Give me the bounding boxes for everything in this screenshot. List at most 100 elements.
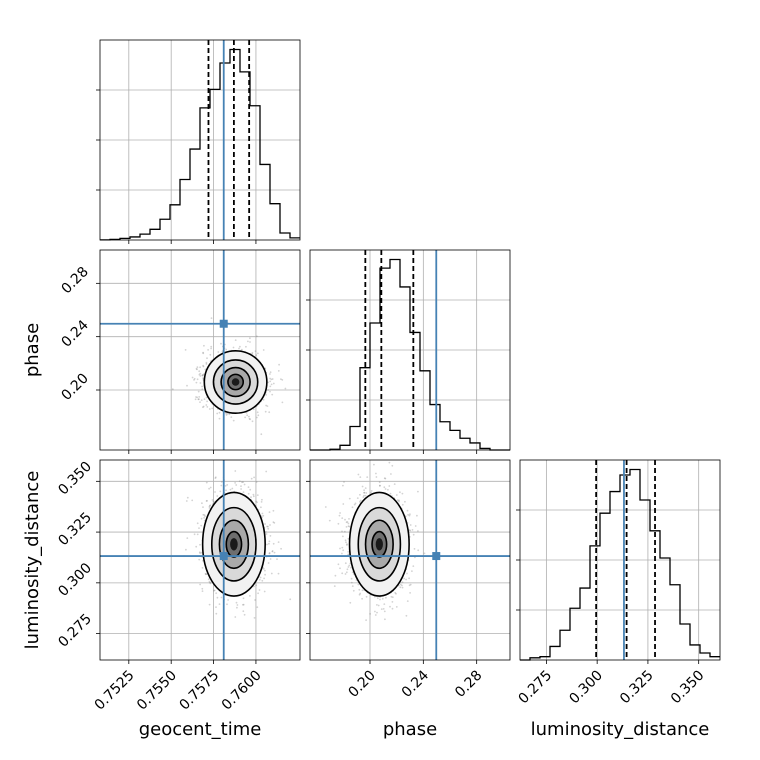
sample-point	[289, 598, 292, 601]
sample-point	[266, 525, 268, 528]
sample-point	[269, 380, 272, 383]
sample-point	[267, 562, 270, 564]
sample-point	[351, 571, 354, 574]
sample-point	[257, 352, 259, 355]
sample-point	[230, 416, 233, 418]
x-axis-label-phase: phase	[383, 719, 437, 740]
sample-point	[390, 595, 393, 598]
luminosity-distance-vs-phase-panel	[306, 457, 511, 664]
sample-point	[250, 477, 253, 480]
sample-point	[200, 399, 203, 401]
sample-point	[252, 495, 255, 498]
sample-point	[388, 461, 391, 464]
sample-point	[202, 506, 204, 508]
sample-point	[377, 604, 380, 607]
panel-background	[310, 460, 510, 660]
sample-point	[359, 499, 362, 502]
sample-point	[369, 613, 371, 615]
density-level	[231, 378, 240, 386]
sample-point	[273, 522, 276, 524]
sample-point	[269, 535, 272, 537]
sample-point	[269, 390, 271, 393]
sample-point	[350, 566, 352, 569]
sample-point	[247, 492, 250, 495]
sample-point	[399, 586, 402, 589]
y-axis-label-phase: phase	[22, 323, 43, 377]
sample-point	[202, 351, 205, 354]
sample-point	[202, 406, 204, 409]
sample-point	[208, 507, 211, 509]
sample-point	[232, 419, 235, 422]
sample-point	[210, 317, 213, 319]
sample-point	[191, 499, 194, 502]
truth-marker	[219, 552, 228, 561]
sample-point	[201, 374, 204, 376]
sample-point	[234, 470, 237, 472]
sample-point	[244, 416, 247, 419]
sample-point	[333, 585, 336, 587]
sample-point	[341, 530, 343, 533]
sample-point	[243, 613, 246, 616]
sample-point	[220, 484, 223, 487]
sample-point	[366, 476, 369, 478]
sample-point	[218, 411, 221, 414]
sample-point	[268, 552, 271, 555]
sample-point	[201, 374, 204, 377]
sample-point	[211, 407, 214, 410]
truth-marker	[219, 319, 228, 328]
sample-point	[202, 513, 205, 516]
sample-point	[343, 481, 345, 483]
sample-point	[195, 367, 198, 370]
sample-point	[256, 416, 258, 419]
sample-point	[218, 417, 221, 420]
sample-point	[254, 599, 256, 601]
sample-point	[376, 611, 378, 614]
y-axis-label-luminosity-distance: luminosity_distance	[22, 471, 43, 650]
x-tick-label-geocent-time: 0.7600	[219, 668, 265, 714]
sample-point	[384, 477, 387, 480]
sample-point	[395, 494, 398, 496]
sample-point	[198, 398, 200, 401]
sample-point	[281, 401, 284, 404]
sample-point	[194, 398, 197, 401]
sample-point	[354, 502, 357, 505]
sample-point	[185, 500, 188, 502]
sample-point	[342, 535, 344, 538]
sample-point	[264, 531, 267, 533]
sample-point	[228, 413, 231, 416]
sample-point	[403, 457, 405, 459]
sample-point	[383, 477, 386, 479]
sample-point	[232, 346, 235, 349]
y-tick-label-luminosity-distance: 0.325	[55, 509, 95, 549]
sample-point	[204, 573, 207, 576]
sample-point	[382, 457, 384, 459]
sample-point	[252, 493, 255, 496]
sample-point	[273, 551, 276, 554]
sample-point	[389, 605, 391, 608]
panel-background	[100, 250, 300, 450]
sample-point	[405, 614, 408, 617]
panel-background	[100, 460, 300, 660]
density-level	[230, 538, 238, 551]
sample-point	[361, 485, 364, 488]
sample-point	[412, 533, 415, 536]
hist-phase-panel	[306, 249, 511, 454]
sample-point	[255, 481, 258, 483]
sample-point	[349, 601, 352, 604]
sample-point	[401, 581, 404, 584]
sample-point	[364, 494, 367, 497]
sample-point	[201, 590, 204, 592]
sample-point	[268, 552, 271, 554]
sample-point	[277, 572, 280, 575]
sample-point	[196, 366, 199, 369]
sample-point	[383, 603, 386, 605]
sample-point	[276, 558, 278, 560]
sample-point	[277, 541, 280, 543]
histogram-step	[310, 258, 510, 451]
sample-point	[214, 477, 217, 479]
histogram-step	[520, 468, 720, 661]
sample-point	[258, 578, 261, 581]
sample-point	[284, 387, 287, 390]
sample-point	[365, 619, 367, 621]
sample-point	[225, 348, 228, 351]
